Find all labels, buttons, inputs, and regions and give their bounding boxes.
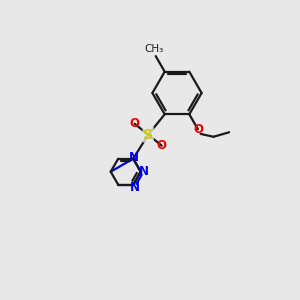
Text: N: N [129,151,139,164]
Text: CH₃: CH₃ [145,44,164,54]
Text: S: S [143,128,153,142]
Text: O: O [194,123,203,136]
Text: O: O [157,139,167,152]
Text: N: N [130,181,140,194]
Text: N: N [139,165,149,178]
Text: O: O [130,117,140,130]
